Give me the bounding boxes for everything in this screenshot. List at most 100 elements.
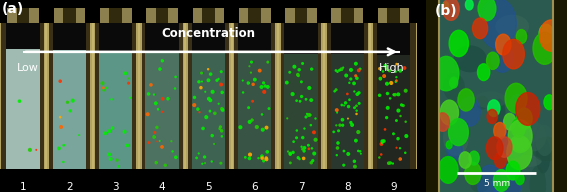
Point — [160, 164, 170, 167]
Point — [299, 157, 308, 160]
Point — [158, 145, 167, 148]
Circle shape — [440, 100, 459, 125]
Point — [340, 150, 349, 153]
Ellipse shape — [514, 102, 538, 139]
Text: 4: 4 — [159, 182, 166, 192]
Circle shape — [450, 77, 458, 88]
Point — [386, 161, 395, 165]
Point — [106, 157, 115, 161]
Point — [201, 90, 210, 93]
Circle shape — [446, 141, 452, 149]
Point — [155, 68, 164, 71]
Point — [375, 156, 384, 159]
Point — [302, 98, 311, 101]
Point — [307, 68, 316, 71]
Text: 5: 5 — [205, 182, 211, 192]
Point — [206, 99, 215, 102]
Point — [396, 114, 405, 118]
Circle shape — [478, 0, 496, 21]
Point — [200, 156, 209, 159]
Point — [143, 113, 152, 116]
Circle shape — [517, 30, 527, 44]
Circle shape — [544, 95, 555, 110]
Point — [298, 136, 307, 139]
Point — [304, 144, 313, 147]
Bar — [331, 23, 364, 54]
Point — [334, 129, 343, 132]
Circle shape — [486, 52, 499, 69]
Point — [352, 109, 361, 112]
Point — [15, 100, 24, 103]
Point — [198, 162, 207, 165]
Point — [125, 96, 134, 99]
Point — [260, 90, 269, 94]
Point — [336, 124, 345, 127]
Point — [153, 126, 162, 129]
Point — [345, 98, 354, 101]
Bar — [368, 23, 420, 169]
Point — [390, 93, 399, 96]
Point — [255, 69, 264, 72]
Point — [378, 142, 387, 145]
Point — [340, 104, 349, 107]
Bar — [92, 23, 95, 169]
Point — [329, 130, 338, 133]
Point — [379, 74, 388, 78]
Circle shape — [443, 2, 448, 9]
Bar — [53, 50, 86, 169]
Circle shape — [459, 152, 471, 168]
Point — [375, 67, 384, 70]
Bar — [416, 23, 420, 169]
Point — [258, 128, 267, 131]
Point — [352, 62, 361, 65]
Bar — [438, 0, 556, 192]
Point — [300, 146, 309, 149]
Point — [307, 98, 316, 102]
Point — [356, 67, 365, 70]
Point — [217, 135, 226, 138]
Point — [250, 78, 259, 81]
Point — [167, 140, 176, 143]
Bar — [146, 8, 178, 23]
Point — [295, 157, 304, 161]
Point — [262, 158, 271, 161]
Point — [388, 162, 397, 165]
Circle shape — [447, 139, 462, 161]
Ellipse shape — [518, 121, 547, 152]
Point — [158, 110, 167, 113]
Bar — [285, 8, 317, 23]
Point — [246, 153, 255, 156]
Bar — [387, 8, 400, 23]
Point — [402, 135, 411, 138]
Text: 2: 2 — [66, 182, 73, 192]
Point — [284, 150, 293, 153]
Point — [400, 66, 409, 70]
Point — [401, 89, 410, 92]
Text: Concentration: Concentration — [162, 27, 255, 40]
Point — [144, 92, 153, 95]
Point — [338, 66, 348, 69]
Bar — [0, 23, 49, 169]
Point — [190, 103, 199, 107]
Point — [202, 116, 211, 119]
Point — [206, 73, 215, 76]
Point — [213, 79, 222, 82]
Circle shape — [465, 162, 481, 185]
Point — [259, 159, 268, 162]
Point — [103, 86, 112, 89]
Bar — [284, 23, 318, 54]
Bar — [229, 23, 232, 169]
Point — [352, 112, 361, 115]
Bar — [90, 23, 142, 169]
Ellipse shape — [495, 15, 529, 38]
Point — [146, 83, 155, 86]
Point — [381, 64, 390, 67]
Point — [376, 153, 386, 156]
Point — [208, 90, 217, 93]
Ellipse shape — [536, 138, 551, 174]
Point — [248, 100, 257, 103]
Point — [122, 144, 132, 147]
Point — [66, 109, 75, 112]
Point — [201, 161, 210, 165]
Point — [286, 153, 295, 156]
